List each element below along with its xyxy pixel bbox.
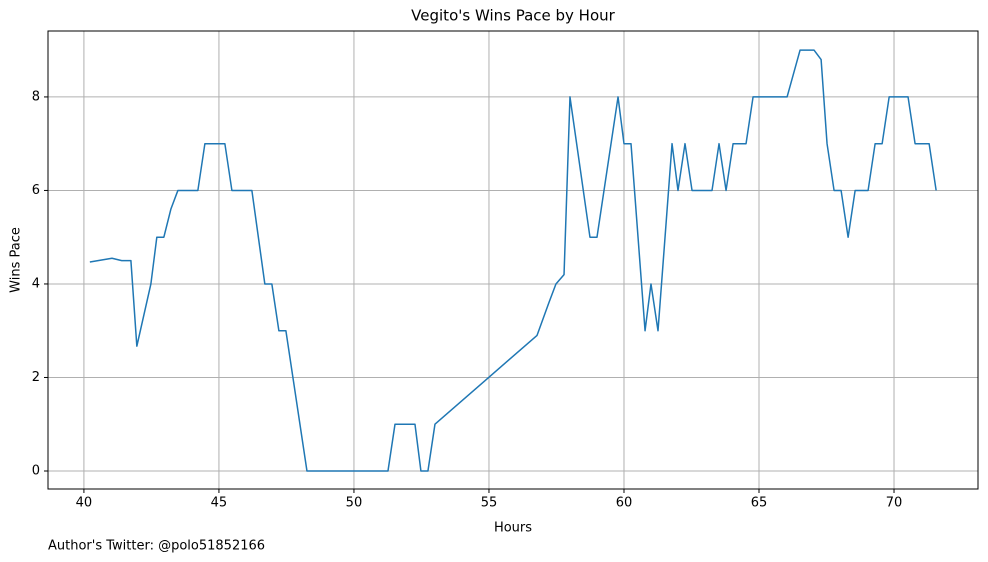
chart-title: Vegito's Wins Pace by Hour: [411, 7, 615, 25]
x-tick-label: 60: [616, 496, 633, 511]
plot-frame: [47, 30, 979, 490]
y-tick-label: 4: [32, 276, 40, 291]
x-tick-label: 40: [76, 496, 93, 511]
x-tick-label: 55: [481, 496, 498, 511]
y-tick-label: 6: [32, 183, 40, 198]
x-tick-label: 50: [346, 496, 363, 511]
x-axis-label: Hours: [494, 521, 532, 536]
x-tick-label: 70: [886, 496, 903, 511]
x-tick-label: 65: [751, 496, 768, 511]
y-tick-label: 2: [32, 370, 40, 385]
x-tick-label: 45: [211, 496, 228, 511]
y-tick-label: 8: [32, 89, 40, 104]
data-line: [89, 49, 937, 472]
annotation: Author's Twitter: @polo51852166: [48, 539, 265, 554]
y-axis-label: Wins Pace: [9, 227, 24, 293]
y-tick-label: 0: [32, 463, 40, 478]
